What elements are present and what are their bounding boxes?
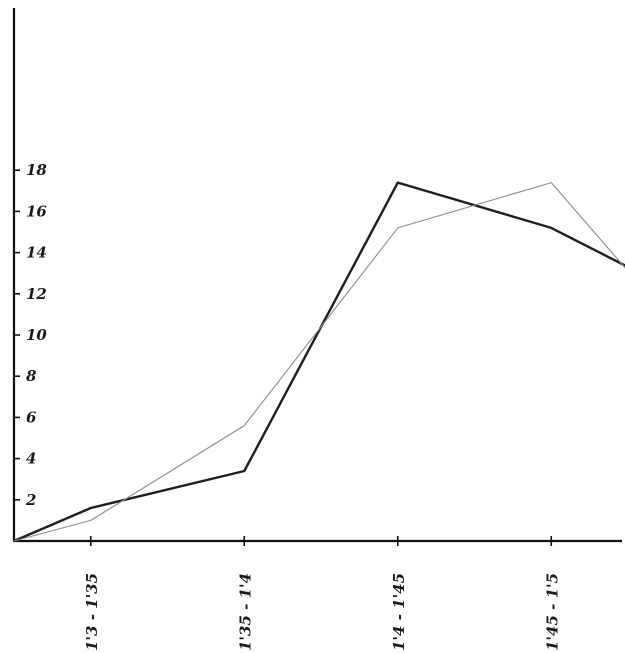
x-tick-label: 1'45 - 1'5 — [543, 573, 561, 651]
x-tick-label: 1'35 - 1'4 — [236, 573, 254, 651]
series-lines — [12, 181, 625, 543]
y-tick-label: 12 — [26, 285, 47, 303]
series-line-2 — [13, 182, 625, 542]
x-axis-ticks: 1'3 - 1'35 1'35 - 1'4 1'4 - 1'45 1'45 - 1'5… — [83, 536, 561, 651]
chart-axes — [12, 8, 622, 543]
y-tick-label: 8 — [26, 367, 37, 385]
series-line-1 — [12, 181, 625, 543]
y-axis-ticks: 2 4 6 8 10 12 14 16 18 — [14, 161, 47, 509]
y-tick-label: 18 — [26, 161, 47, 179]
y-tick-label: 6 — [26, 408, 37, 426]
y-tick-label: 14 — [26, 244, 47, 262]
y-tick-label: 2 — [25, 491, 36, 509]
x-tick-label: 1'3 - 1'35 — [83, 573, 101, 651]
y-tick-label: 16 — [26, 202, 47, 220]
y-tick-label: 4 — [26, 450, 36, 468]
x-tick-label: 1'4 - 1'45 — [390, 573, 408, 651]
y-tick-label: 10 — [26, 326, 47, 344]
